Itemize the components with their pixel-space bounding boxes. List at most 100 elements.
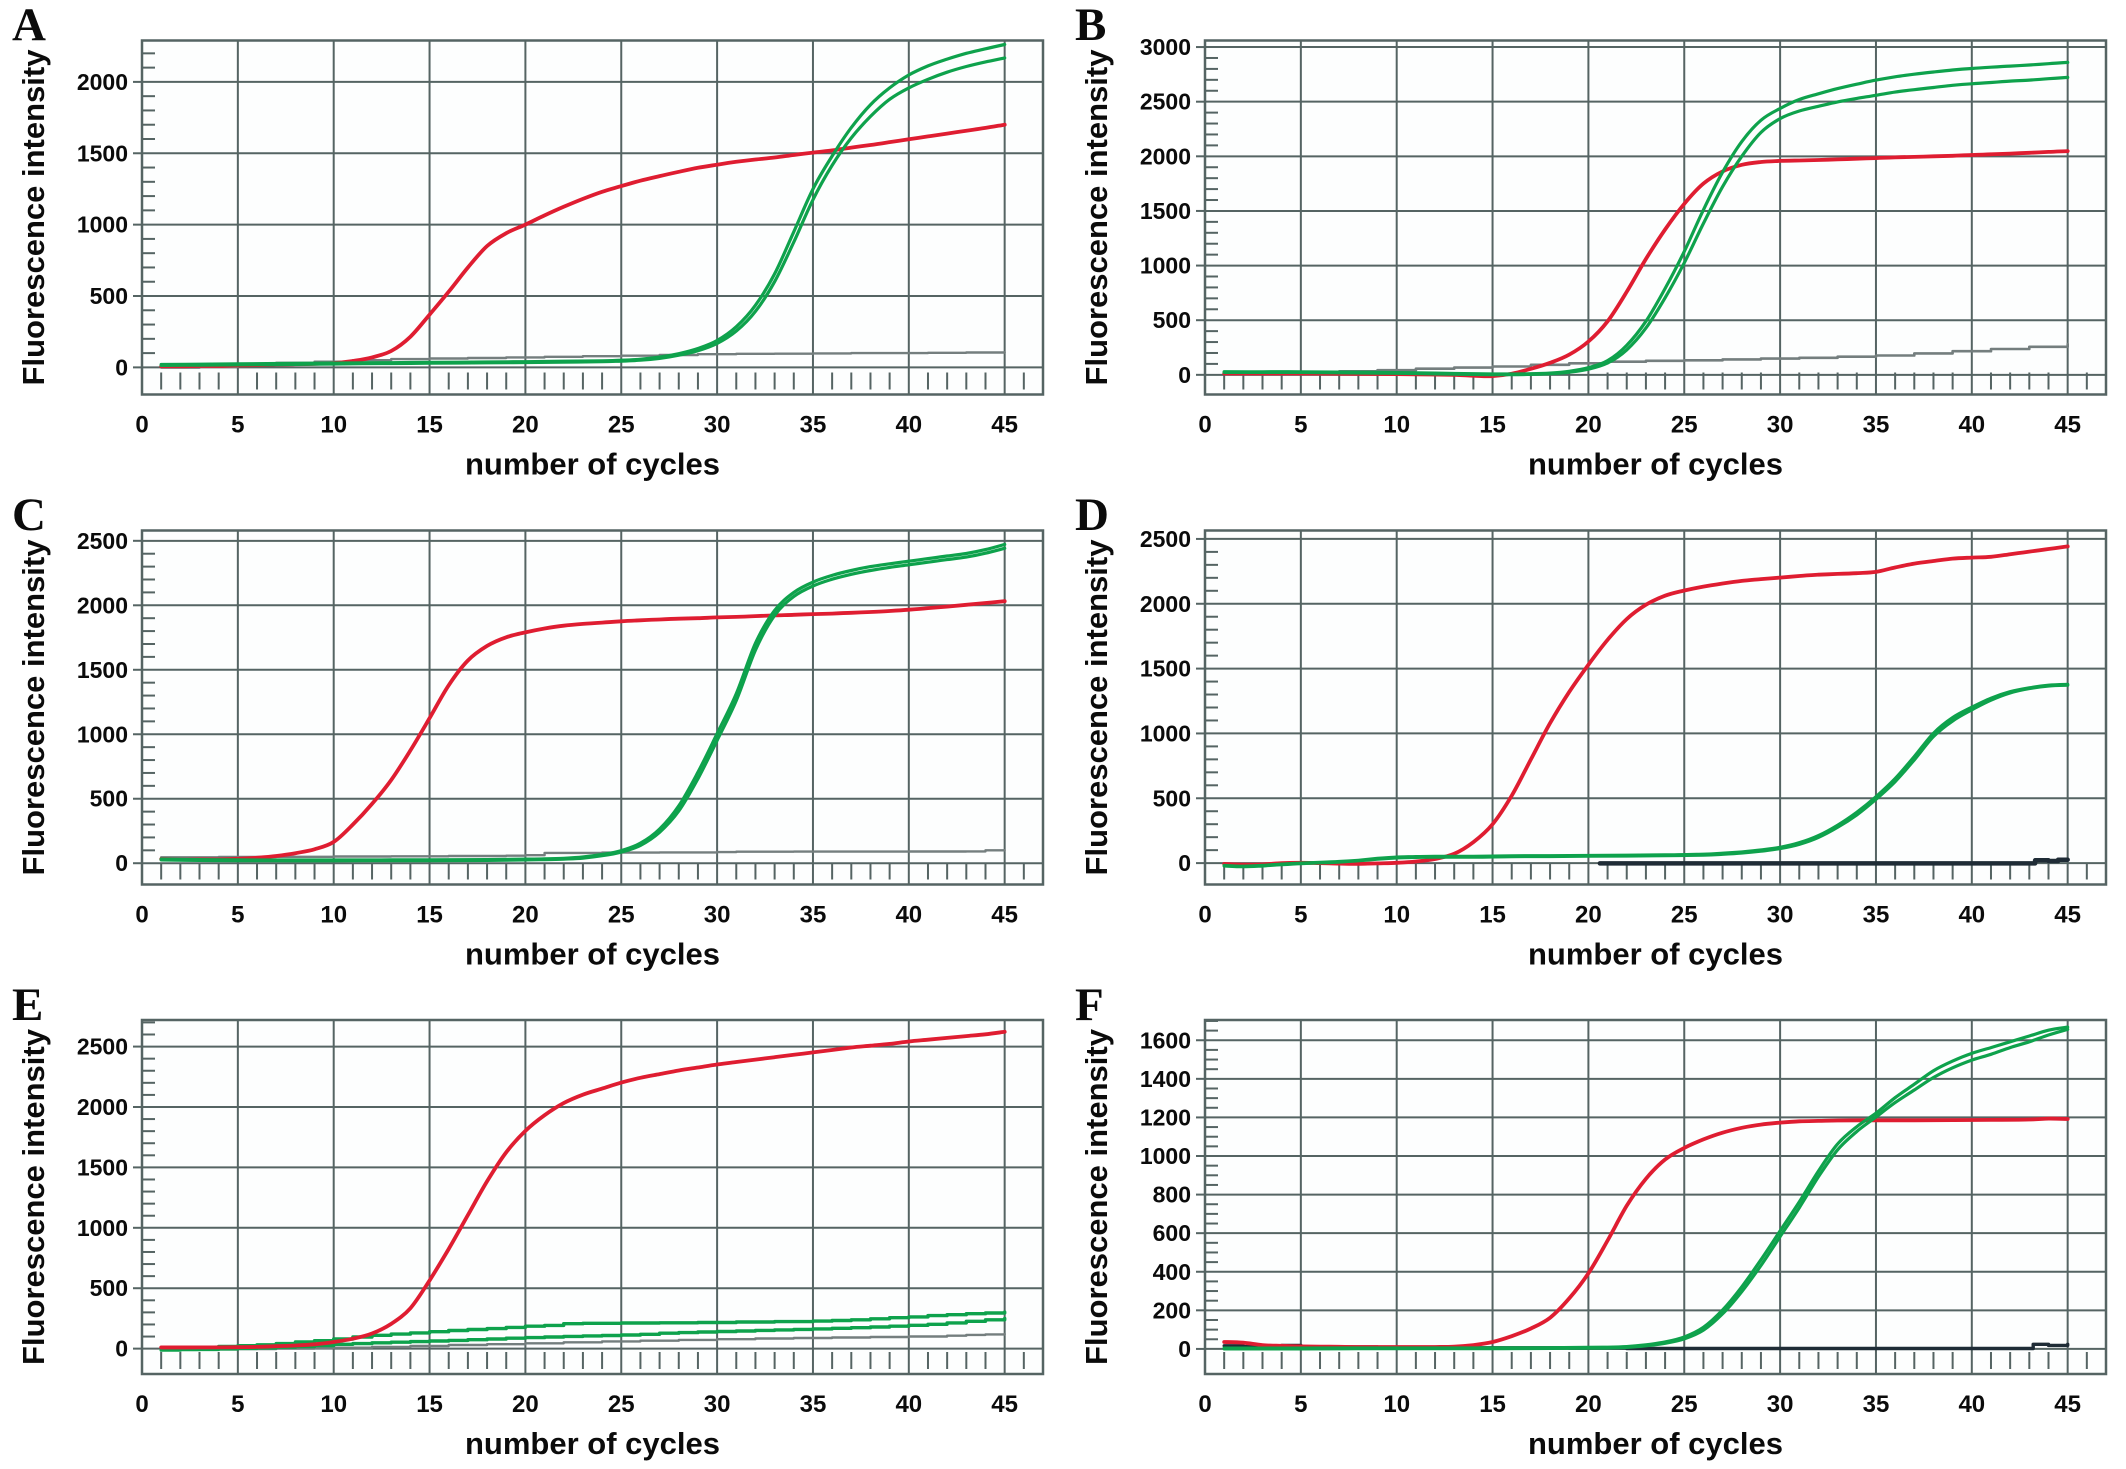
y-tick-label: 1000 [77,1215,128,1241]
x-tick-label: 30 [704,412,731,439]
x-tick-label: 35 [800,902,827,929]
y-tick-label: 1000 [1140,720,1191,746]
y-tick-label: 1200 [1140,1104,1191,1130]
y-tick-label: 1400 [1140,1066,1191,1092]
gray-baseline-curve [160,1332,1006,1351]
y-tick-label: 1500 [1140,198,1191,224]
panel-d-chart: 0 500 1000 1500 2000 2500 0 5 10 15 20 25 30 35 40 45 nu… [1063,490,2126,980]
panel-b: 0 500 1000 1500 2000 2500 3000 0 5 10 15 20 25 30 35 40… [1063,0,2126,490]
y-tick-label: 500 [1153,307,1191,333]
x-tick-label: 35 [1863,412,1890,439]
x-tick-label: 20 [512,902,539,929]
panel-f-chart: 0 200 400 600 800 1000 1200 1400 1600 0 5 10 15 20 25 3… [1063,980,2126,1469]
panel-e-chart: 0 500 1000 1500 2000 2500 0 5 10 15 20 25 30 35 40 45 nu… [0,980,1063,1469]
y-axis-title: Fluorescence intensity [16,539,51,876]
x-tick-label: 20 [1575,412,1602,439]
x-tick-label: 35 [800,412,827,439]
panel-f-letter: F [1075,979,1104,1031]
x-tick-label: 25 [608,412,635,439]
y-axis-title: Fluorescence intensity [1079,1028,1114,1365]
y-tick-label: 1000 [1140,253,1191,279]
series-group [159,542,1007,863]
axis-labels: 0 200 400 600 800 1000 1200 1400 1600 0 5 10 15 20 25 3… [1079,1027,2081,1461]
axis-labels: 0 500 1000 1500 2000 2500 0 5 10 15 20 25 30 35 40 45 nu… [16,1028,1018,1461]
x-tick-label: 5 [231,902,244,929]
x-tick-label: 20 [1575,1391,1602,1418]
x-tick-label: 25 [1671,412,1698,439]
grid-lines [141,530,1043,885]
y-tick-label: 2500 [1140,89,1191,115]
x-tick-label: 10 [1383,412,1410,439]
x-tick-label: 45 [2054,412,2081,439]
dark-baseline-curve [1597,857,2070,866]
x-tick-label: 5 [1294,1391,1307,1418]
axis-minor-ticks [133,1021,1044,1369]
panel-a-chart: 0 500 1000 1500 2000 0 5 10 15 20 25 30 35 40 45 number… [0,0,1063,490]
green-curve-2 [159,56,1007,367]
x-tick-label: 5 [1294,902,1307,929]
x-tick-label: 40 [895,1391,922,1418]
x-tick-label: 15 [1479,1391,1506,1418]
y-tick-label: 500 [90,283,128,309]
panel-c: 0 500 1000 1500 2000 2500 0 5 10 15 20 25 30 35 40 45 nu… [0,489,1063,980]
x-tick-label: 30 [1767,902,1794,929]
x-tick-label: 40 [1958,1391,1985,1418]
plot-border [140,1018,1045,1376]
series-group [159,42,1007,369]
x-tick-label: 10 [320,412,347,439]
panel-b-chart: 0 500 1000 1500 2000 2500 3000 0 5 10 15 20 25 30 35 40… [1063,0,2126,490]
x-tick-label: 30 [704,902,731,929]
series-group [1222,544,2070,869]
red-curve [159,1029,1007,1350]
x-tick-label: 45 [2054,1391,2081,1418]
x-tick-label: 45 [991,412,1018,439]
x-tick-label: 35 [1863,1391,1890,1418]
red-curve [159,599,1007,862]
x-tick-label: 5 [231,1391,244,1418]
green-curve-2 [1222,1027,2070,1351]
plot-border [1203,529,2108,886]
chart-canvas-A: 0 500 1000 1500 2000 0 5 10 15 20 25 30 35 40 45 number… [16,39,1045,482]
x-tick-label: 25 [608,902,635,929]
series-group [1222,1025,2070,1351]
y-tick-label: 0 [1178,850,1191,876]
red-curve [1222,544,2070,867]
axis-labels: 0 500 1000 1500 2000 2500 0 5 10 15 20 25 30 35 40 45 nu… [1079,526,2081,972]
x-tick-label: 10 [320,902,347,929]
x-tick-label: 10 [320,1391,347,1418]
x-tick-label: 5 [231,412,244,439]
chart-canvas-E: 0 500 1000 1500 2000 2500 0 5 10 15 20 25 30 35 40 45 nu… [16,1018,1045,1461]
plot-border [1203,39,2108,396]
x-tick-label: 25 [1671,1391,1698,1418]
plot-border [140,529,1045,886]
panel-c-chart: 0 500 1000 1500 2000 2500 0 5 10 15 20 25 30 35 40 45 nu… [0,490,1063,980]
axis-minor-ticks [133,539,1044,880]
x-tick-label: 5 [1294,412,1307,439]
series-group [1222,60,2070,379]
y-tick-label: 500 [90,1275,128,1301]
y-tick-label: 1600 [1140,1027,1191,1053]
y-tick-label: 2500 [77,1034,128,1060]
plot-background [142,530,1043,885]
x-tick-label: 0 [135,1391,148,1418]
y-tick-label: 2000 [77,1094,128,1120]
x-axis-title: number of cycles [1528,447,1783,482]
x-axis-title: number of cycles [465,1426,720,1461]
axis-labels: 0 500 1000 1500 2000 2500 3000 0 5 10 15 20 25 30 35 40… [1079,34,2081,481]
x-tick-label: 40 [1958,902,1985,929]
x-tick-label: 0 [135,412,148,439]
panel-c-letter: C [12,489,46,541]
x-tick-label: 25 [1671,902,1698,929]
series-group [159,1029,1007,1352]
y-tick-label: 1500 [77,140,128,166]
x-tick-label: 25 [608,1391,635,1418]
y-tick-label: 2000 [77,69,128,95]
x-tick-label: 20 [512,412,539,439]
x-tick-label: 0 [1198,902,1211,929]
green-curve-2 [1222,683,2070,869]
x-tick-label: 0 [1198,1391,1211,1418]
panel-a: 0 500 1000 1500 2000 0 5 10 15 20 25 30 35 40 45 number… [0,0,1063,490]
x-axis-title: number of cycles [465,937,720,972]
x-tick-label: 15 [1479,902,1506,929]
